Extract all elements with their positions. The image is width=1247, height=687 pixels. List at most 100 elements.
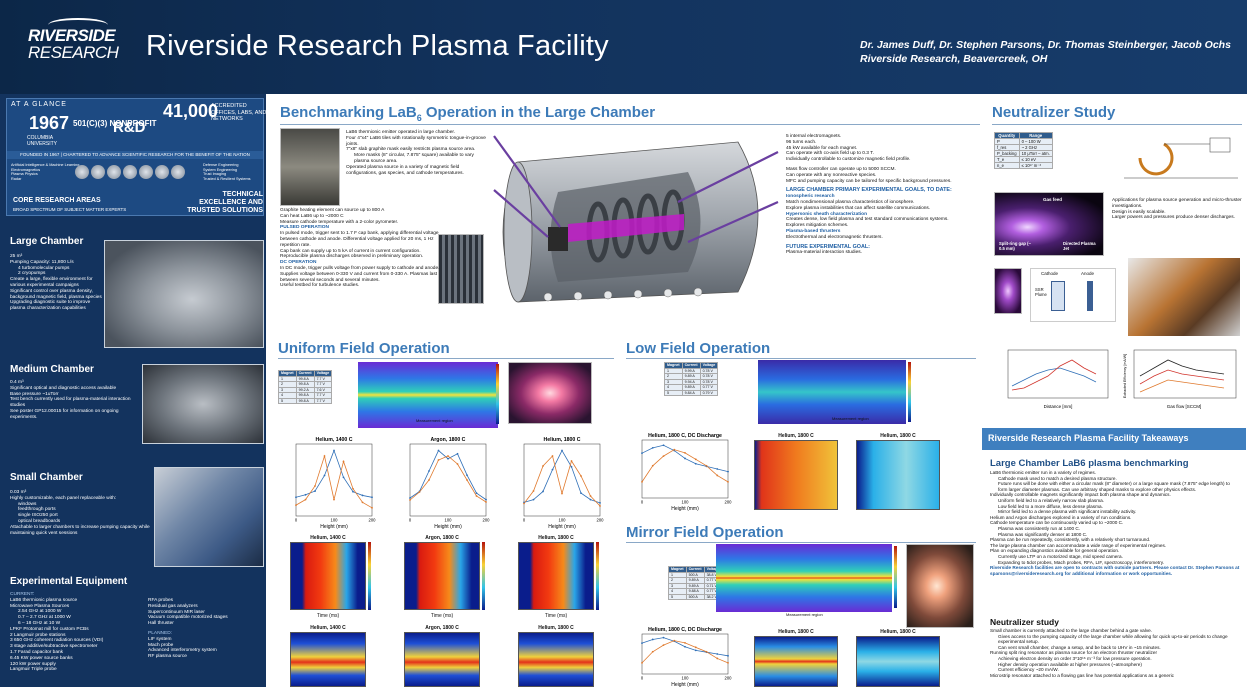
data-point — [542, 490, 544, 493]
benchmark-list-c: 5 internal electromagnets. 96 turns each… — [786, 134, 961, 256]
cathode-shape — [1051, 281, 1065, 311]
table-cell: ≤ 10¹⁷ m⁻³ — [1018, 162, 1053, 169]
data-point — [418, 491, 421, 493]
data-point — [428, 479, 430, 481]
heatmap-title: Helium, 1800 C — [880, 433, 916, 439]
table-cell: 0.79 V — [699, 389, 719, 396]
table-row: 5 9.84 A 0.79 V — [664, 389, 719, 396]
table-cell: 9.94 A — [681, 378, 701, 385]
data-point — [684, 645, 686, 648]
mirror-colorbar — [894, 546, 897, 608]
data-point — [485, 501, 487, 503]
uniform-heatmap-3 — [518, 542, 594, 610]
probe-diagram: Cathode Anode SSR Plume — [1030, 268, 1116, 322]
uniform-heatmap-4 — [290, 632, 366, 687]
list-item: Mach probe — [148, 642, 174, 648]
x-tick-label: 200 — [369, 518, 377, 523]
x-axis-label: Height (mm) — [548, 524, 576, 530]
table-cell: 99.8 A — [295, 392, 315, 399]
benchmark-list-b: Graphite heating element can source up t… — [280, 208, 440, 289]
list-item: Expanding to 5dot probes, Mach probes, R… — [998, 559, 1165, 565]
data-point — [333, 449, 335, 452]
data-point — [727, 470, 729, 473]
table-cell: 7.6 V — [313, 386, 333, 393]
list-item: 25 m³ — [10, 254, 23, 259]
table-cell: 5 — [668, 593, 687, 600]
poster-title: Riverside Research Plasma Facility — [146, 30, 609, 62]
benchmark-heading-sub: 6 — [416, 113, 422, 123]
data-point — [651, 464, 654, 467]
uniform-underline — [278, 358, 614, 359]
data-point — [295, 504, 297, 506]
neutralizer-efficiency-plot: Gas flow [SCCM] Extracted Efficiency [mA/… — [1123, 349, 1237, 409]
table-cell: 7.7 V — [313, 381, 333, 388]
list-item: Cathode temperature can be continuously … — [990, 520, 1124, 526]
colorbar — [368, 542, 371, 610]
coin-icon — [107, 165, 121, 179]
list-item: optical breadboards — [18, 518, 61, 524]
table-row: P_backing 10 μTorr – atm. — [994, 150, 1053, 157]
list-item: Running split ring resonator as plasma s… — [990, 650, 1158, 656]
data-point — [342, 460, 345, 463]
goals-label: LARGE CHAMBER PRIMARY EXPERIMENTAL GOALS… — [786, 187, 952, 194]
table-cell: 5 — [278, 397, 297, 404]
low-heading: Low Field Operation — [626, 340, 771, 357]
data-point — [641, 452, 643, 455]
table-row: 3 9.94 A 0.78 V — [664, 378, 719, 385]
list-item: RFA probes — [148, 598, 174, 603]
list-item: 0.7 – 2.7 GHz at 1000 W — [18, 615, 71, 621]
heatmap-xlabel: Time (ms) — [544, 613, 568, 619]
list-item: Advanced interferometry system — [148, 648, 217, 654]
logo-line2: RESEARCH — [28, 43, 119, 62]
list-item: 3 650 GHz coherent radiation sources (VD… — [10, 638, 104, 644]
heatmap-title: Argon, 1800 C — [425, 625, 459, 631]
equipment-heading: Experimental Equipment — [10, 576, 128, 587]
table-cell: 7.7 V — [313, 392, 333, 399]
data-point — [323, 474, 326, 477]
equipment-current-list: CURRENT: LaB6 thermionic plasma source M… — [10, 592, 146, 673]
plot-title: Argon, 1800 C — [431, 437, 466, 443]
uniform-profile-plots: Helium, 1400 C Height (mm) 0 100 200 Argon, 1… — [295, 437, 604, 530]
takeaways-bar: Riverside Research Plasma Facility Takea… — [982, 428, 1246, 450]
glance-tech: TECHNICAL EXCELLENCE AND TRUSTED SOLUTIO… — [187, 191, 263, 214]
riverside-logo: RIVERSIDE RESEARCH — [28, 18, 120, 70]
x-tick-label: 100 — [682, 676, 690, 681]
table-row: 3 99.2 A 7.6 V — [278, 386, 333, 393]
data-point — [641, 661, 643, 664]
x-tick-label: 100 — [331, 518, 339, 523]
glance-areas: Artificial Intelligence & Machine Learni… — [11, 163, 80, 181]
neutralizer-heading: Neutralizer Study — [992, 104, 1116, 121]
list-item: Gives access to the pumping capacity of … — [998, 633, 1228, 645]
large-chamber-heading: Large Chamber — [10, 236, 84, 247]
table-cell: P_backing — [994, 150, 1020, 157]
list-item: LIF system — [148, 636, 172, 642]
list-item: Langmuir Triple probe — [10, 667, 57, 673]
data-point — [716, 468, 719, 470]
data-point — [599, 505, 601, 507]
list-item: Electrothermal and electromagnetic thrus… — [786, 234, 883, 240]
data-point — [456, 452, 459, 455]
list-item: Match nondimensional plasma characterist… — [786, 199, 915, 205]
list-item: 0.4 m³ — [10, 380, 24, 385]
list-item: 7"x8" slab graphite mask easily restrict… — [346, 147, 476, 153]
glance-heading: AT A GLANCE — [11, 101, 67, 108]
plot-title: Helium, 1800 C, DC Discharge — [648, 433, 722, 439]
data-point — [716, 653, 719, 655]
list-item: 1.7 Farad capacitor bank — [10, 649, 64, 655]
list-item: LaB6 thermionic emitter run in a variety… — [990, 470, 1097, 475]
x-axis-label: Height (mm) — [434, 524, 462, 530]
heatmap-xlabel: Time (ms) — [316, 613, 340, 619]
data-point — [409, 499, 411, 501]
data-point — [371, 506, 373, 509]
mirror-profile-plot: Helium, 1800 C, DC Discharge Height (mm) 0… — [641, 627, 732, 687]
plot-frame — [1133, 349, 1237, 399]
small-chamber-list: 0.03 m³ Highly customizable, each panel … — [10, 490, 150, 536]
future-text: Plasma-material interaction studies. — [786, 250, 862, 256]
data-point — [475, 495, 478, 497]
list-item: Microstrip resonator attached to a flowi… — [990, 672, 1174, 678]
neutralizer-bullets: Applications for plasma source generatio… — [1112, 198, 1242, 221]
table-cell: 5 — [664, 389, 683, 396]
heatmap-title: Helium, 1800 C — [538, 625, 574, 631]
list-item: Design is easily scalable. — [1112, 209, 1166, 215]
